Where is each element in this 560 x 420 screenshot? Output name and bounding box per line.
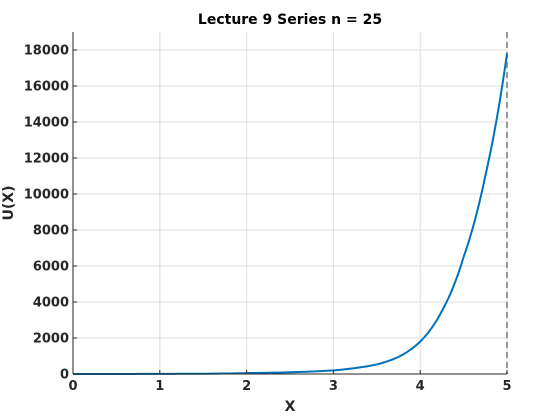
x-tick-label: 2: [242, 379, 251, 394]
y-tick-label: 16000: [24, 80, 69, 95]
y-tick-label: 0: [60, 368, 69, 383]
x-tick-label: 5: [502, 379, 511, 394]
x-tick-label: 3: [329, 379, 338, 394]
chart-title: Lecture 9 Series n = 25: [198, 12, 382, 28]
x-tick-label: 4: [416, 379, 425, 394]
plot-background: [73, 32, 507, 374]
y-tick-label: 8000: [33, 224, 69, 239]
x-tick-label: 1: [155, 379, 164, 394]
y-tick-label: 4000: [33, 296, 69, 311]
y-tick-label: 12000: [24, 152, 69, 167]
x-tick-label: 0: [68, 379, 77, 394]
x-axis-label: X: [285, 399, 296, 415]
x-ticks: 0 1 2 3 4 5: [68, 370, 512, 394]
axes: [72, 32, 507, 375]
y-tick-label: 10000: [24, 188, 69, 203]
y-tick-label: 18000: [24, 44, 69, 59]
y-axis-label: U(X): [1, 186, 17, 221]
y-ticks: 0 2000 4000 6000 8000 10000 12000 14000 16000 180…: [24, 44, 77, 383]
y-tick-label: 14000: [24, 116, 69, 131]
y-tick-label: 2000: [33, 332, 69, 347]
y-tick-label: 6000: [33, 260, 69, 275]
